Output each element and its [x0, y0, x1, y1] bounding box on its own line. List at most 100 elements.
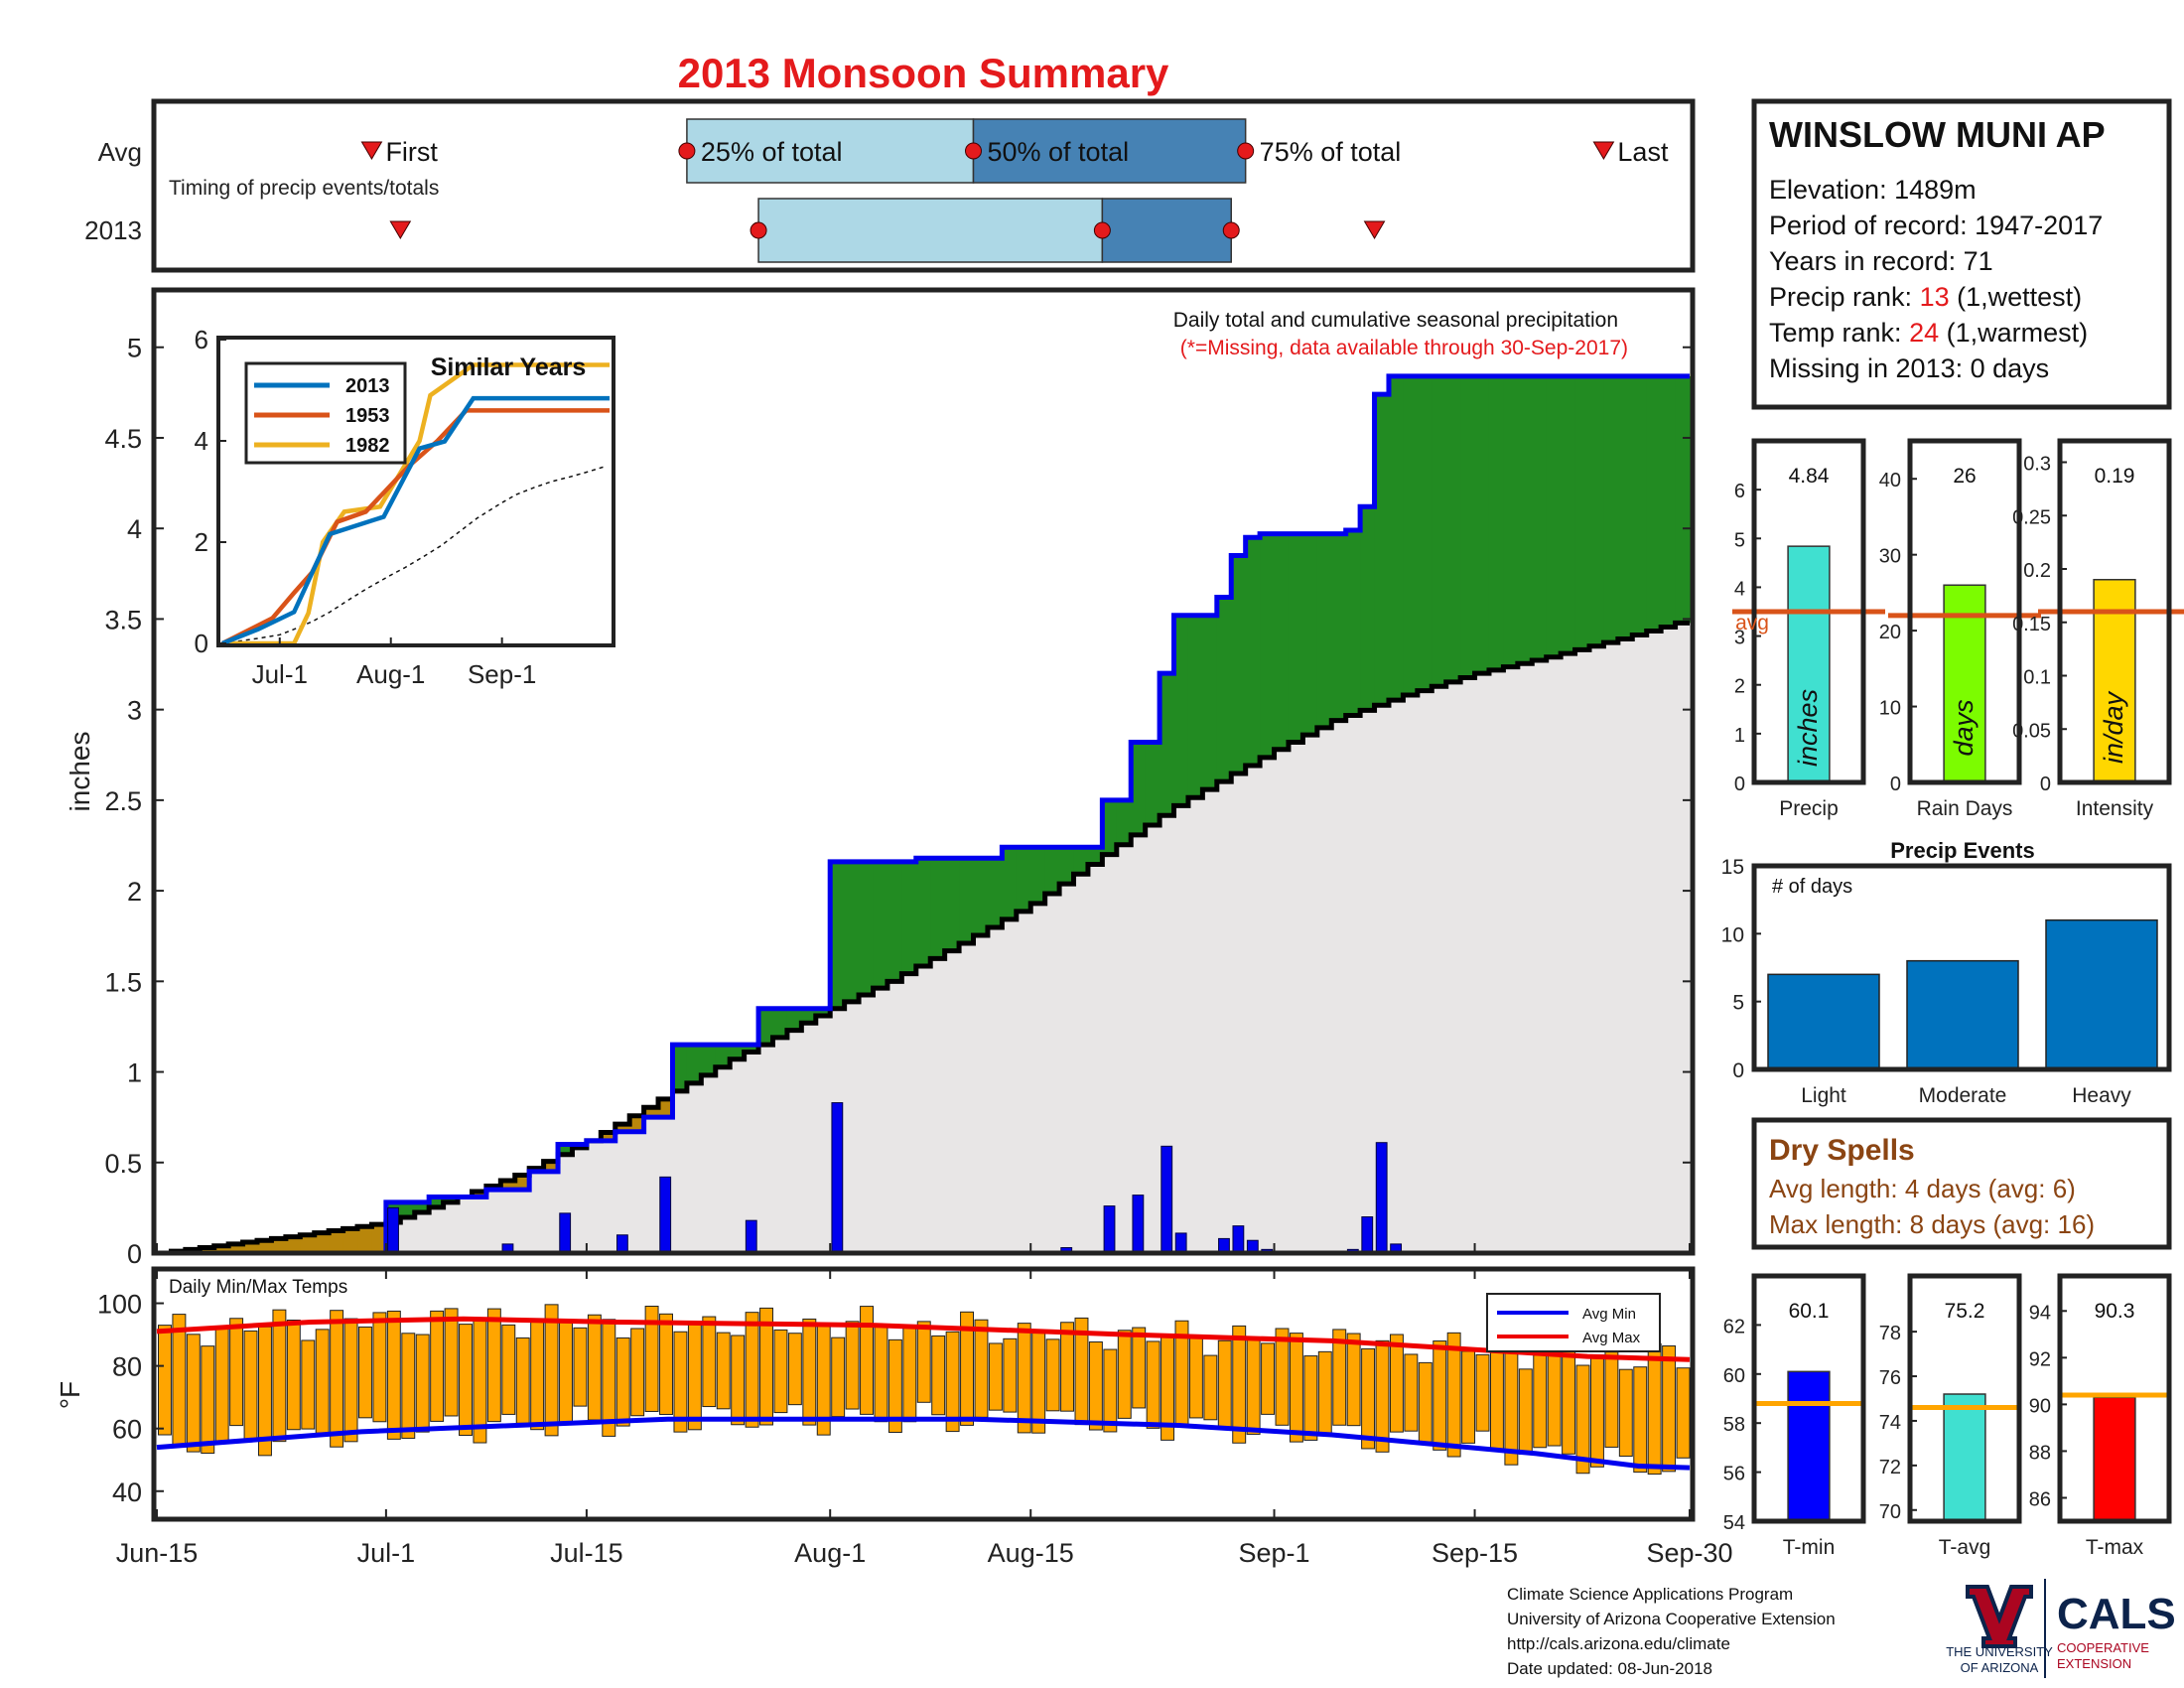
- above-avg-fill: [1460, 375, 1476, 678]
- bar-tick-label: 10: [1879, 698, 1901, 720]
- above-avg-fill: [715, 1045, 731, 1067]
- daily-temp-bar: [1003, 1337, 1018, 1413]
- above-avg-fill: [1488, 375, 1505, 670]
- above-avg-fill: [973, 858, 989, 935]
- timing-row-avg: Avg: [98, 137, 142, 167]
- summary-bar: [1787, 545, 1831, 783]
- inset-y-tick-label: 0: [195, 629, 208, 658]
- daily-temp-bar: [673, 1331, 688, 1433]
- temp-y-tick-label: 80: [112, 1352, 142, 1382]
- daily-temp-bar: [802, 1318, 817, 1426]
- inset-legend-label: 2013: [345, 375, 390, 397]
- timing-marker-label: 75% of total: [1260, 137, 1402, 167]
- bar-tick-label: 6: [1734, 481, 1745, 502]
- inset-legend-label: 1953: [345, 405, 390, 427]
- daily-temp-bar: [1103, 1348, 1118, 1433]
- daily-temp-bar: [214, 1327, 229, 1442]
- above-avg-fill: [1102, 799, 1118, 855]
- daily-temp-bar: [1446, 1332, 1461, 1458]
- daily-temp-bar: [386, 1310, 401, 1440]
- above-avg-fill: [873, 861, 888, 989]
- bar-tick-label: 60: [1723, 1365, 1745, 1387]
- daily-temp-bar: [559, 1320, 573, 1425]
- inset-frame: [216, 336, 615, 647]
- daily-temp-bar: [330, 1310, 344, 1448]
- daily-precip-bar: [1375, 1142, 1388, 1254]
- bar-tick-label: 74: [1879, 1412, 1901, 1434]
- above-avg-fill: [1661, 375, 1677, 628]
- bar-avg-label: avg: [1735, 612, 1769, 634]
- inset-y-tick-label: 2: [195, 527, 208, 557]
- daily-temp-bar: [615, 1336, 630, 1427]
- main-y-tick-label: 0: [127, 1239, 142, 1269]
- bar-tick-label: 88: [2029, 1442, 2051, 1464]
- station-elevation: Elevation: 1489m: [1769, 175, 1977, 205]
- bar-tick-label: 0.1: [2023, 667, 2051, 689]
- above-avg-fill: [1617, 375, 1633, 639]
- above-avg-fill: [1403, 375, 1419, 696]
- above-avg-fill: [1345, 530, 1361, 716]
- bar-tick-label: 90: [2029, 1395, 2051, 1417]
- daily-temp-bar: [258, 1326, 272, 1457]
- bar-category-label: T-avg: [1939, 1536, 1991, 1559]
- daily-temp-bar: [1418, 1361, 1433, 1443]
- bar-tick-label: 4: [1734, 578, 1745, 600]
- cals-logo-text: CALS: [2057, 1590, 2176, 1638]
- daily-precip-bar: [387, 1206, 399, 1254]
- above-avg-fill: [801, 1008, 817, 1024]
- below-avg-fill: [614, 1124, 630, 1132]
- precip-event-category: Heavy: [2072, 1084, 2131, 1107]
- temp-rank-value: 24: [1909, 318, 1939, 348]
- bar-tick-label: 0.3: [2023, 454, 2051, 476]
- dry-spells-title: Dry Spells: [1769, 1134, 1915, 1167]
- x-tick-label: Sep-30: [1646, 1538, 1732, 1568]
- daily-temp-bar: [186, 1334, 201, 1453]
- temp-ylabel: °F: [55, 1381, 85, 1409]
- bar-tick-label: 20: [1879, 622, 1901, 643]
- below-avg-fill: [271, 1238, 287, 1253]
- daily-precip-bar: [1103, 1205, 1116, 1254]
- daily-temp-bar: [587, 1314, 602, 1421]
- y2013-pct-marker: [1093, 221, 1111, 239]
- above-avg-fill: [429, 1196, 445, 1207]
- avg-max-temp-line: [156, 1316, 1691, 1362]
- bar-category-label: Precip: [1779, 797, 1839, 820]
- daily-temp-bar: [845, 1321, 860, 1410]
- above-avg-fill: [744, 1045, 759, 1053]
- below-avg-fill: [200, 1247, 215, 1253]
- daily-temp-bar: [988, 1342, 1003, 1411]
- above-avg-fill: [1231, 555, 1247, 774]
- inset-avg-dashed-line: [221, 465, 607, 644]
- summary-bar-t-max: 86 88 90 92 94 90.3 T-max: [2029, 1273, 2172, 1559]
- daily-temp-bar: [229, 1318, 244, 1427]
- avg-50-75-band: [972, 118, 1247, 184]
- above-avg-fill: [859, 861, 875, 996]
- daily-temp-bar: [158, 1325, 172, 1436]
- precip-events-title: Precip Events: [1890, 838, 2035, 863]
- bar-panel-frame: [1751, 438, 1866, 785]
- above-avg-fill: [887, 861, 902, 982]
- daily-temp-bar: [731, 1335, 746, 1426]
- above-avg-fill: [930, 858, 946, 959]
- above-avg-fill: [1131, 742, 1147, 835]
- above-avg-fill: [1216, 597, 1232, 782]
- events-tick-label: 5: [1732, 992, 1744, 1015]
- bar-tick-label: 92: [2029, 1348, 2051, 1370]
- daily-temp-bar: [1332, 1329, 1347, 1426]
- below-avg-fill: [371, 1224, 387, 1253]
- above-avg-fill: [1087, 847, 1103, 865]
- ua-logo: THE UNIVERSITY OF ARIZONA: [1946, 1585, 2053, 1675]
- daily-temp-bar: [201, 1345, 215, 1455]
- inset-x-tick-label: Sep-1: [468, 659, 536, 689]
- daily-precip-bar: [1174, 1232, 1187, 1254]
- above-avg-fill: [1073, 847, 1089, 875]
- main-y-tick-label: 1.5: [104, 967, 142, 997]
- above-avg-fill: [1561, 375, 1576, 654]
- bar-tick-label: 72: [1879, 1457, 1901, 1478]
- ua-logo-text-1: THE UNIVERSITY: [1946, 1644, 2053, 1659]
- above-avg-fill: [1646, 375, 1662, 632]
- cals-coop-2: EXTENSION: [2057, 1656, 2131, 1671]
- bar-category-label: Intensity: [2076, 797, 2154, 820]
- main-frame: [151, 287, 1696, 1256]
- daily-temp-bar: [960, 1311, 975, 1426]
